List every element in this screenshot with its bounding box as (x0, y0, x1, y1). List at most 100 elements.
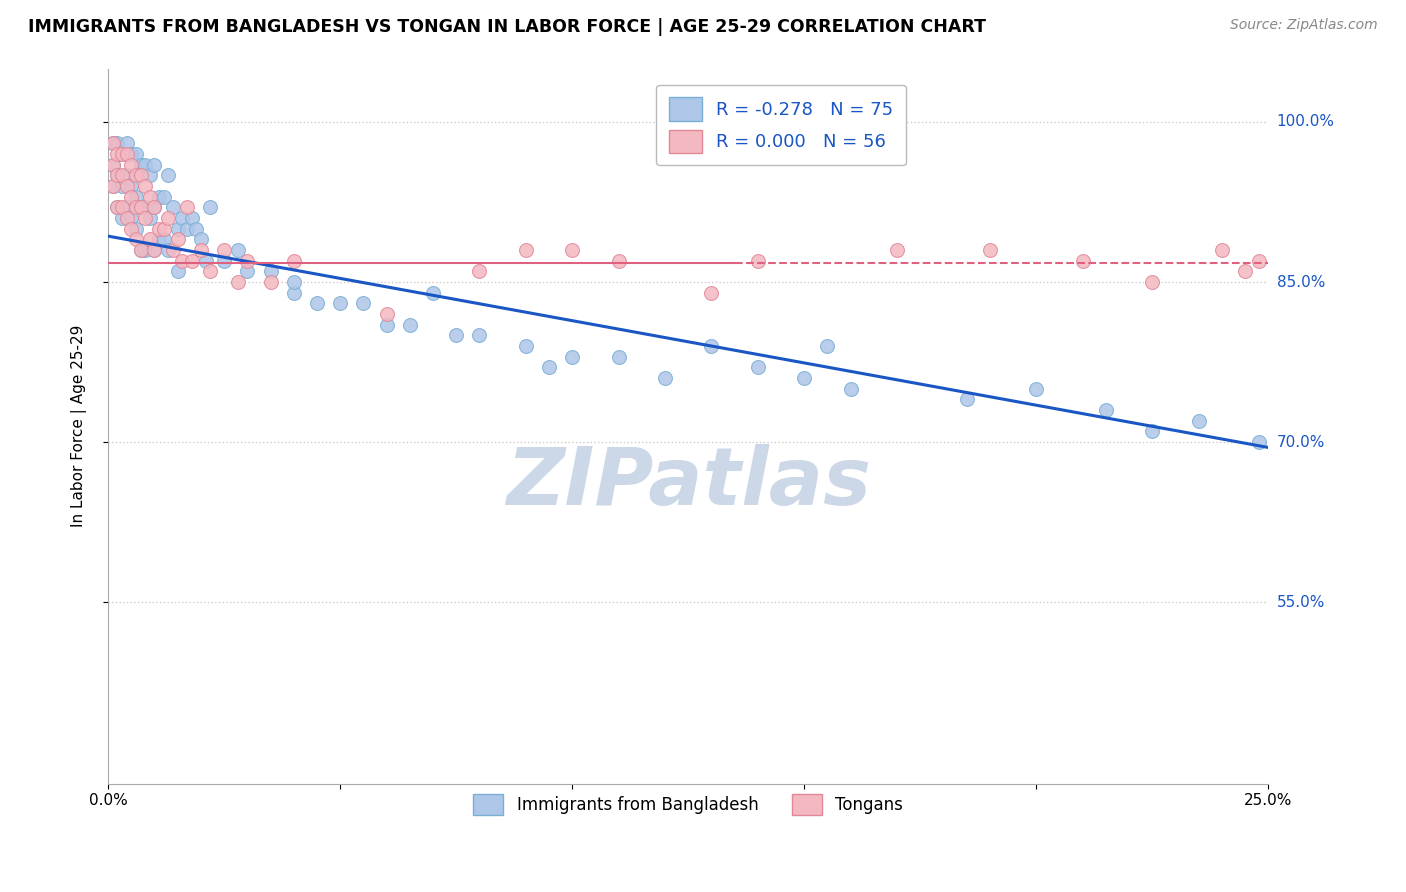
Point (111, 147, 134, 161)
Point (1071, 253, 1094, 268)
Point (305, 296, 328, 310)
Point (561, 350, 583, 364)
Point (607, 350, 630, 364)
Point (398, 318, 420, 332)
Point (817, 339, 839, 353)
Point (226, 275, 249, 289)
Point (125, 221, 148, 235)
Point (115, 211, 138, 225)
Point (700, 339, 723, 353)
Point (1142, 275, 1164, 289)
Point (166, 221, 188, 235)
Point (747, 253, 769, 268)
Text: 100.0%: 100.0% (1277, 114, 1334, 129)
Point (111, 200, 134, 214)
Point (115, 200, 138, 214)
Point (198, 200, 221, 214)
Point (157, 211, 180, 225)
Point (129, 200, 152, 214)
Point (105, 136, 128, 151)
Point (125, 200, 148, 214)
Point (101, 158, 124, 172)
Point (283, 285, 305, 300)
Point (148, 232, 170, 246)
Point (120, 211, 142, 225)
Point (283, 275, 305, 289)
Point (105, 168, 128, 182)
Point (139, 232, 162, 246)
Point (1025, 382, 1047, 396)
Point (105, 200, 128, 214)
Legend: Immigrants from Bangladesh, Tongans: Immigrants from Bangladesh, Tongans (464, 784, 912, 825)
Point (162, 200, 184, 214)
Point (1095, 403, 1118, 417)
Text: IMMIGRANTS FROM BANGLADESH VS TONGAN IN LABOR FORCE | AGE 25-29 CORRELATION CHAR: IMMIGRANTS FROM BANGLADESH VS TONGAN IN … (28, 18, 986, 36)
Point (172, 253, 194, 268)
Point (166, 232, 188, 246)
Point (129, 243, 152, 257)
Text: 70.0%: 70.0% (1277, 434, 1324, 450)
Point (129, 158, 152, 172)
Point (120, 147, 142, 161)
Point (259, 275, 281, 289)
Point (134, 158, 156, 172)
Point (468, 264, 491, 278)
Point (176, 221, 198, 235)
Point (105, 200, 128, 214)
Point (143, 200, 166, 214)
Point (283, 253, 305, 268)
Point (607, 253, 630, 268)
Point (139, 189, 162, 203)
Text: 85.0%: 85.0% (1277, 275, 1324, 290)
Point (212, 253, 235, 268)
Point (129, 243, 152, 257)
Point (198, 264, 221, 278)
Point (101, 158, 124, 172)
Point (148, 221, 170, 235)
Point (172, 211, 194, 225)
Point (1211, 243, 1233, 257)
Text: Source: ZipAtlas.com: Source: ZipAtlas.com (1230, 18, 1378, 32)
Point (166, 264, 188, 278)
Point (979, 243, 1001, 257)
Point (259, 264, 281, 278)
Point (226, 243, 249, 257)
Point (375, 307, 398, 321)
Point (143, 243, 166, 257)
Point (236, 253, 259, 268)
Point (157, 243, 180, 257)
Point (515, 339, 537, 353)
Point (120, 178, 142, 193)
Point (111, 211, 134, 225)
Point (186, 221, 208, 235)
Point (105, 147, 128, 161)
Point (839, 382, 862, 396)
Point (956, 392, 979, 407)
Point (105, 168, 128, 182)
Point (139, 211, 162, 225)
Point (180, 211, 202, 225)
Point (115, 168, 138, 182)
Point (101, 178, 124, 193)
Point (152, 221, 174, 235)
Point (236, 264, 259, 278)
Point (148, 189, 170, 203)
Point (352, 296, 374, 310)
Text: ZIPatlas: ZIPatlas (506, 444, 870, 523)
Point (115, 178, 138, 193)
Point (115, 136, 138, 151)
Point (747, 360, 769, 375)
Point (444, 328, 467, 343)
Point (143, 158, 166, 172)
Point (120, 158, 142, 172)
Point (180, 253, 202, 268)
Point (1249, 253, 1271, 268)
Point (793, 371, 815, 385)
Point (700, 285, 723, 300)
Point (157, 168, 180, 182)
Point (1234, 264, 1257, 278)
Point (194, 253, 217, 268)
Point (143, 200, 166, 214)
Point (139, 168, 162, 182)
Point (111, 178, 134, 193)
